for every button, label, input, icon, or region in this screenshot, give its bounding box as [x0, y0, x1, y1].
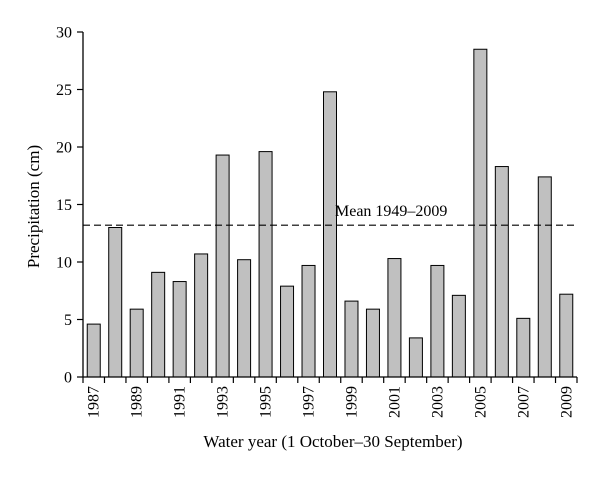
y-ticks-group: 0 5 10 15 20 25 30 [56, 25, 83, 387]
bar-1988 [108, 227, 123, 378]
bar-2008 [537, 176, 552, 378]
mean-line-label: Mean 1949–2009 [335, 203, 447, 220]
bar-2000 [365, 308, 380, 378]
bar-2002 [408, 337, 423, 378]
bar-1991 [172, 281, 187, 378]
bar-2006 [494, 166, 509, 378]
bar-1987 [86, 323, 101, 378]
y-tick-label: 30 [56, 25, 72, 42]
y-tick-label: 0 [64, 370, 72, 387]
x-tick-label: 1993 [215, 386, 232, 418]
x-tick-label: 2003 [429, 386, 446, 418]
bar-1992 [194, 253, 209, 378]
bar-2004 [451, 294, 466, 378]
bar-1996 [280, 285, 295, 378]
bar-1995 [258, 151, 273, 378]
x-tick-label: 1989 [129, 386, 146, 418]
x-tick-label: 2009 [558, 386, 575, 418]
y-tick-label: 20 [56, 140, 72, 157]
y-tick-label: 5 [64, 312, 72, 329]
x-tick-label: 1991 [172, 386, 189, 418]
bar-2007 [516, 317, 531, 378]
x-axis-title: Water year (1 October–30 September) [203, 432, 462, 451]
x-tick-label: 1987 [86, 386, 103, 418]
bar-1993 [215, 154, 230, 378]
bar-1997 [301, 264, 316, 378]
x-tick-label: 1999 [343, 386, 360, 418]
y-tick-label: 15 [56, 197, 72, 214]
x-tick-label: 2001 [386, 386, 403, 418]
x-ticks-group: 1987 1989 1991 1993 1995 1997 1999 2001 2003 2005… [82, 377, 578, 418]
x-tick-label: 2005 [472, 386, 489, 418]
bar-1999 [344, 300, 359, 378]
bar-2001 [387, 258, 402, 378]
x-tick-label: 2007 [515, 386, 532, 418]
y-axis-title: Precipitation (cm) [24, 145, 43, 268]
bars-group [86, 48, 574, 378]
y-tick-label: 25 [56, 82, 72, 99]
bar-2009 [559, 293, 574, 378]
bar-1998 [323, 91, 337, 378]
bar-1989 [129, 308, 144, 378]
bar-1994 [237, 259, 252, 378]
x-tick-label: 1997 [301, 386, 318, 418]
x-tick-label: 1995 [258, 386, 275, 418]
bar-2003 [430, 264, 445, 378]
bar-2005 [473, 48, 488, 378]
y-tick-label: 10 [56, 255, 72, 272]
bar-1990 [151, 271, 166, 378]
